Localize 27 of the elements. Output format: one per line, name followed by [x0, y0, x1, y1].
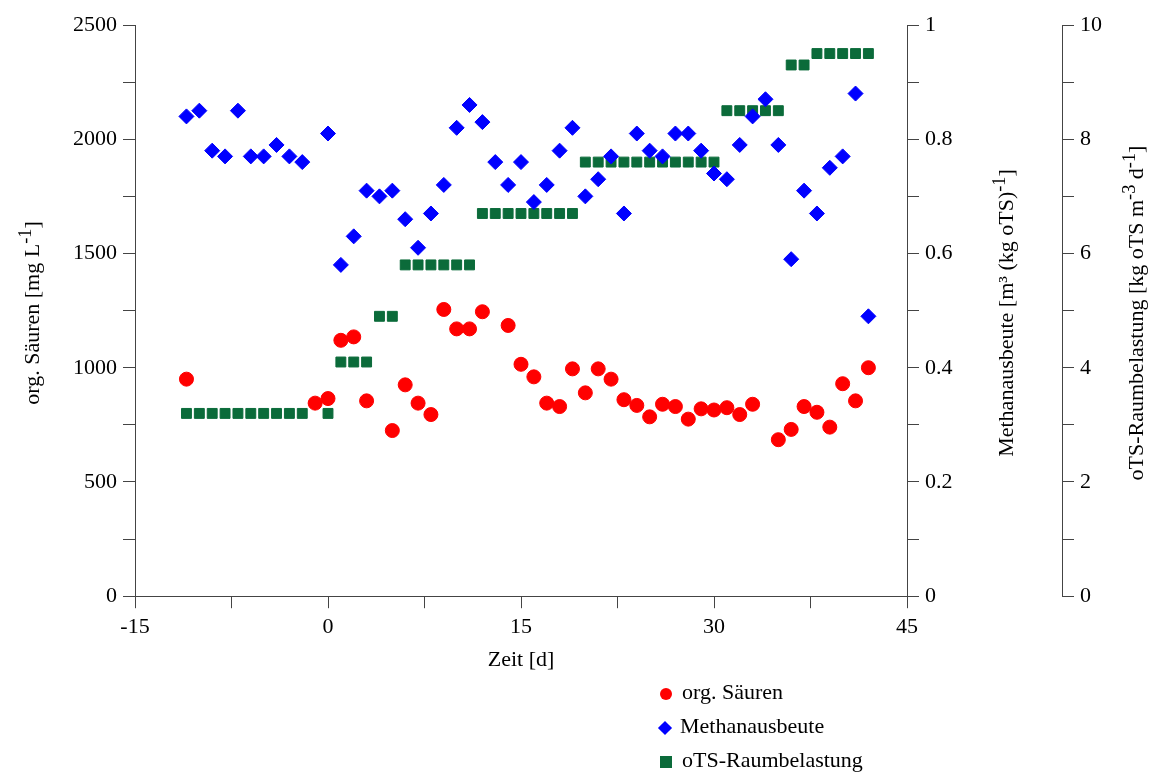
y3-tick-label: 10 — [1080, 10, 1102, 36]
legend-label: org. Säuren — [682, 679, 784, 704]
y-tick-label: 1500 — [73, 239, 117, 265]
y3-tick-label: 6 — [1080, 239, 1091, 265]
y2-tick-label: 0.6 — [925, 239, 953, 265]
legend-label: oTS-Raumbelastung — [682, 747, 863, 772]
y2-tick-label: 0.8 — [925, 125, 953, 151]
x-axis-title: Zeit [d] — [487, 645, 555, 671]
y3-tick-label: 2 — [1080, 467, 1091, 493]
y2-tick-label: 0 — [925, 581, 936, 607]
y-tick-label: 1000 — [73, 353, 117, 379]
x-tick-label: 15 — [510, 613, 532, 639]
legend-label: Methanausbeute — [680, 713, 825, 738]
y2-tick-label: 1 — [925, 10, 936, 36]
x-tick-label: 30 — [703, 613, 725, 639]
x-tick-label: 0 — [322, 613, 334, 639]
y2-tick-label: 0.2 — [925, 467, 953, 493]
y3-tick-label: 4 — [1080, 353, 1091, 379]
y3-tick-label: 0 — [1080, 581, 1091, 607]
y-tick-label: 2500 — [73, 10, 117, 36]
y-tick-label: 0 — [106, 581, 117, 607]
x-tick-label: -15 — [120, 613, 150, 639]
y-tick-label: 500 — [84, 467, 117, 493]
y3-tick-label: 8 — [1080, 125, 1091, 151]
x-tick-label: 45 — [896, 613, 918, 639]
y2-tick-label: 0.4 — [925, 353, 953, 379]
y-tick-label: 2000 — [73, 125, 117, 151]
